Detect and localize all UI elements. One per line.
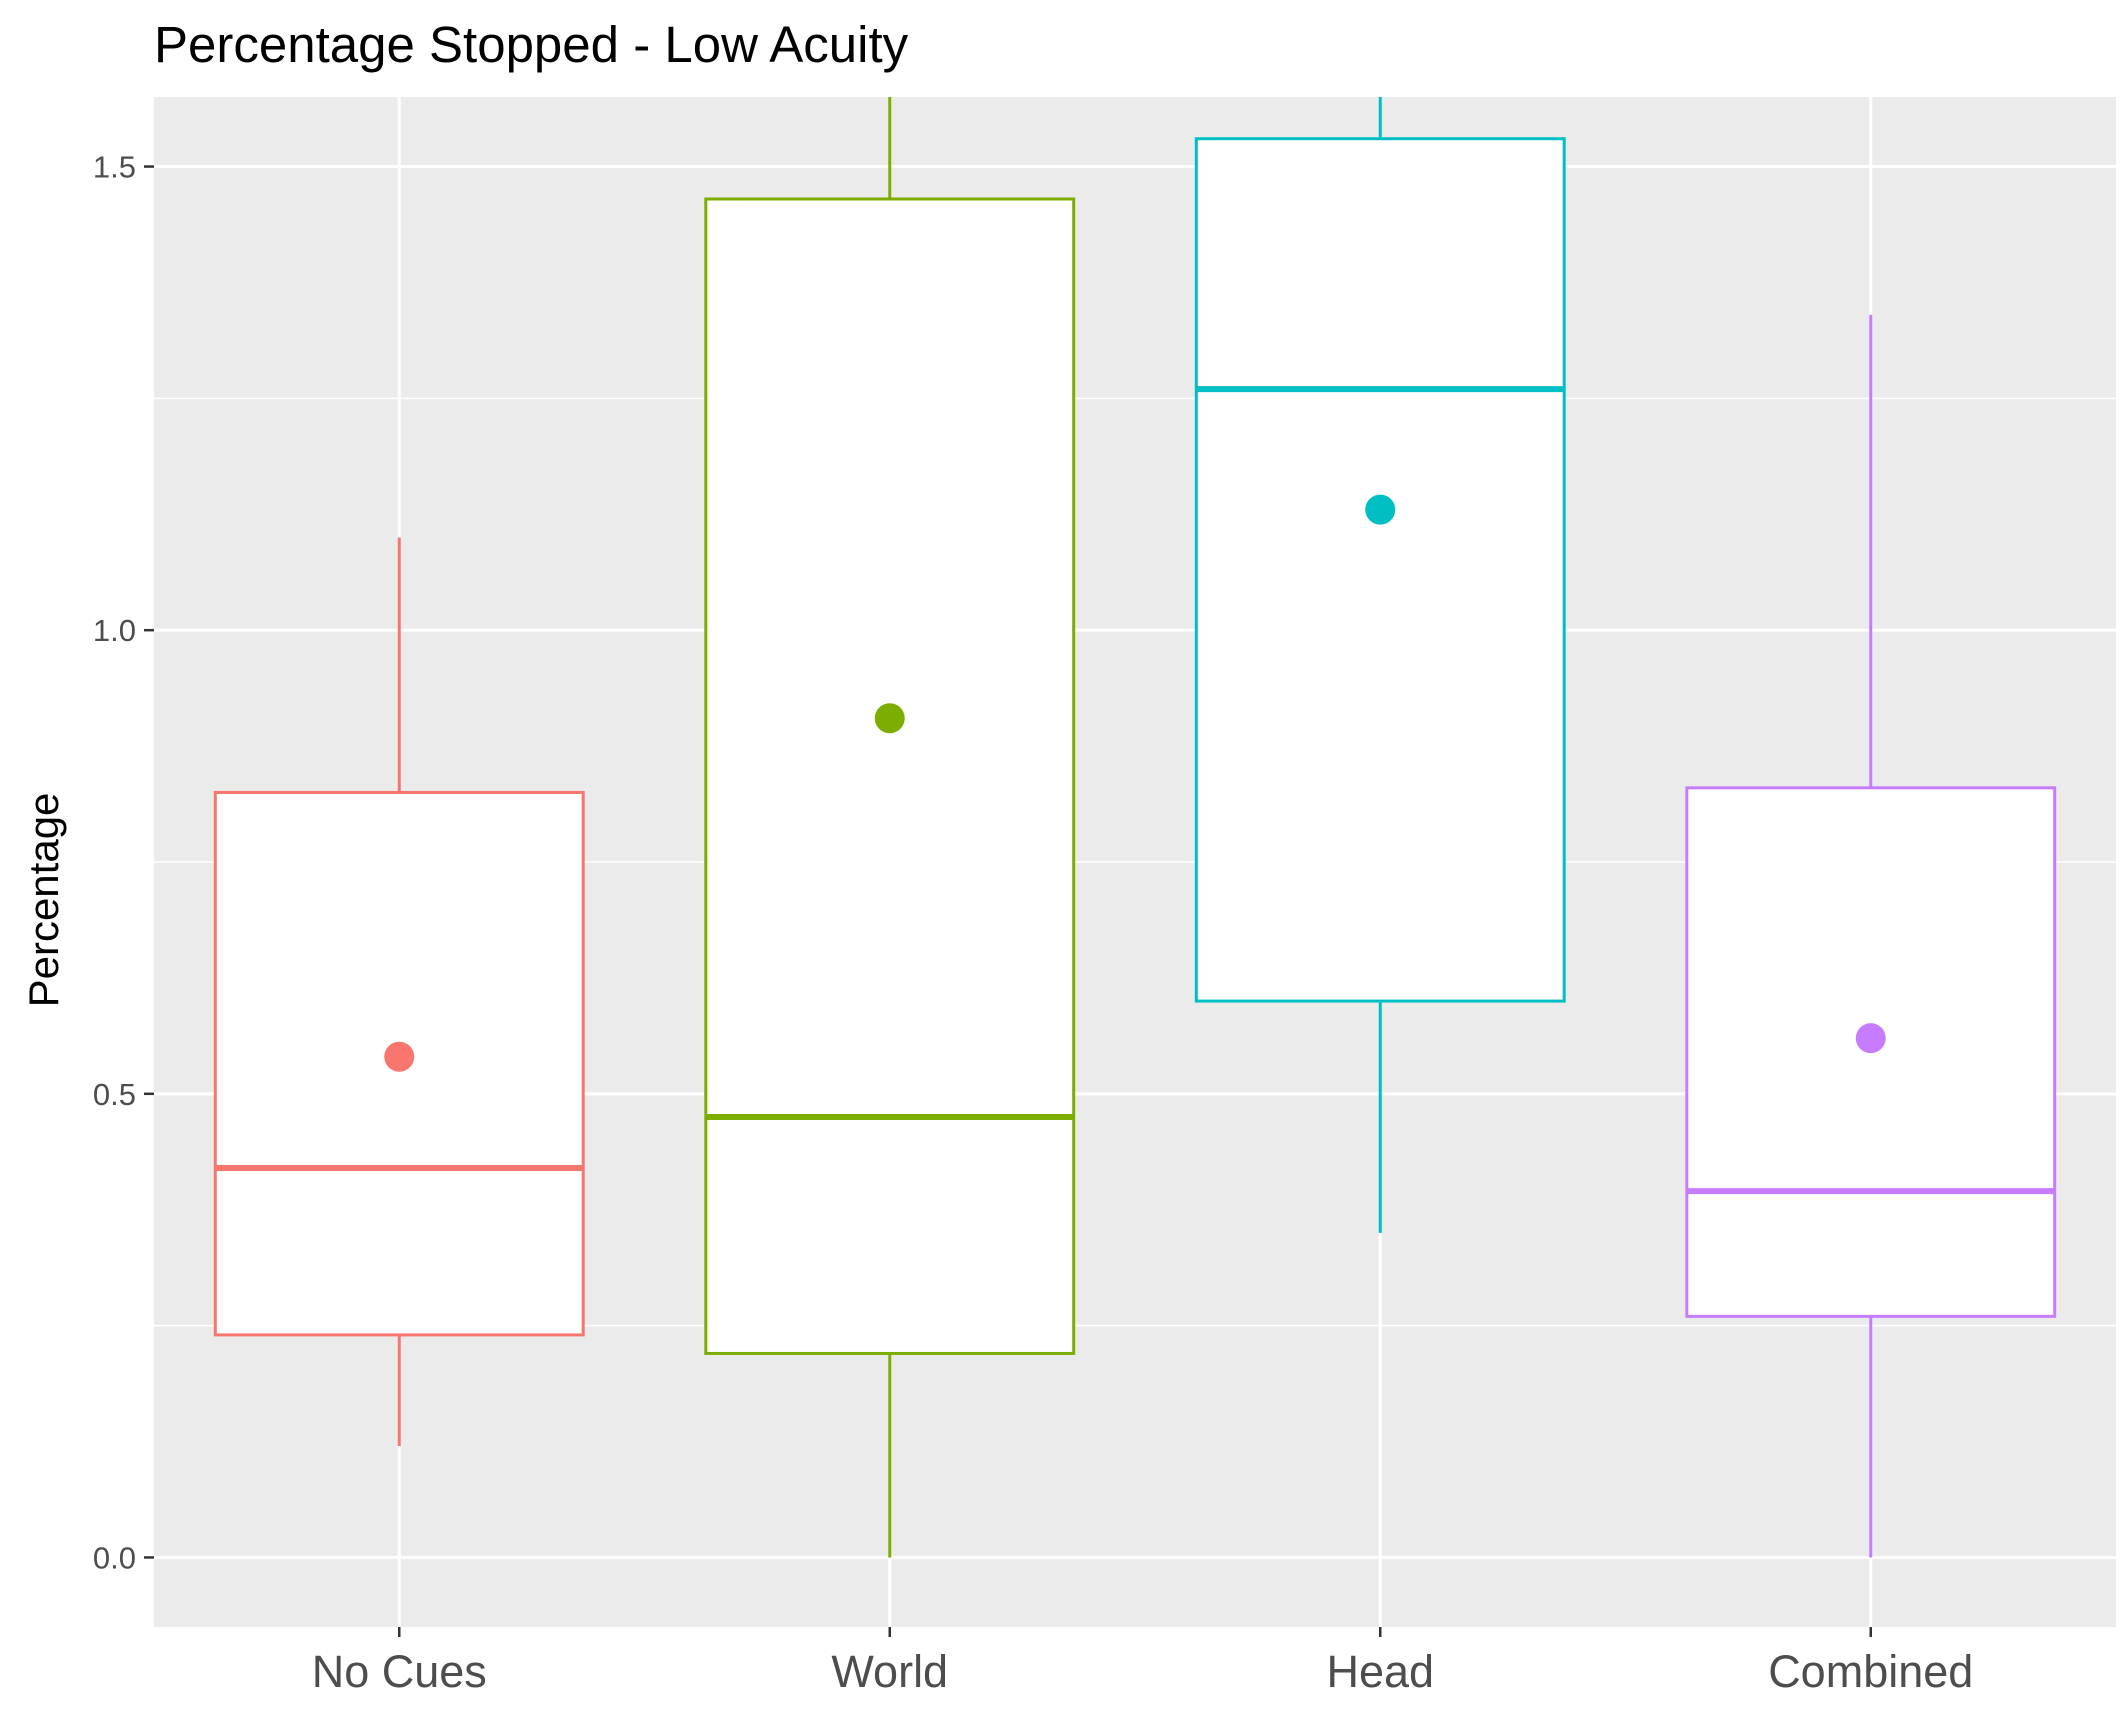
x-tick-label: World: [831, 1646, 948, 1697]
y-tick-label: 0.5: [93, 1077, 136, 1112]
y-tick-label: 1.0: [93, 613, 136, 648]
mean-point: [1855, 1023, 1886, 1054]
box-iqr: [704, 197, 1076, 1355]
box-iqr: [1194, 137, 1566, 1003]
box-group-head: [1194, 97, 1566, 1233]
x-tick-label: No Cues: [312, 1646, 487, 1697]
x-tick-label: Combined: [1768, 1646, 1973, 1697]
y-tick-label: 0.0: [93, 1540, 136, 1575]
mean-point: [1365, 494, 1396, 525]
chart-title: Percentage Stopped - Low Acuity: [154, 16, 909, 73]
box-group-world: [704, 97, 1076, 1558]
x-axis: No Cues World Head Combined: [312, 1627, 1973, 1697]
y-axis-label: Percentage: [20, 793, 67, 1008]
y-axis: 0.0 0.5 1.0 1.5: [93, 150, 154, 1575]
mean-point: [874, 703, 905, 734]
box-group-combined: [1685, 314, 2057, 1558]
x-tick-label: Head: [1326, 1646, 1434, 1697]
y-tick-label: 1.5: [93, 150, 136, 185]
box-group-no-cues: [213, 537, 585, 1447]
box-series: [213, 97, 2057, 1558]
mean-point: [384, 1041, 415, 1072]
